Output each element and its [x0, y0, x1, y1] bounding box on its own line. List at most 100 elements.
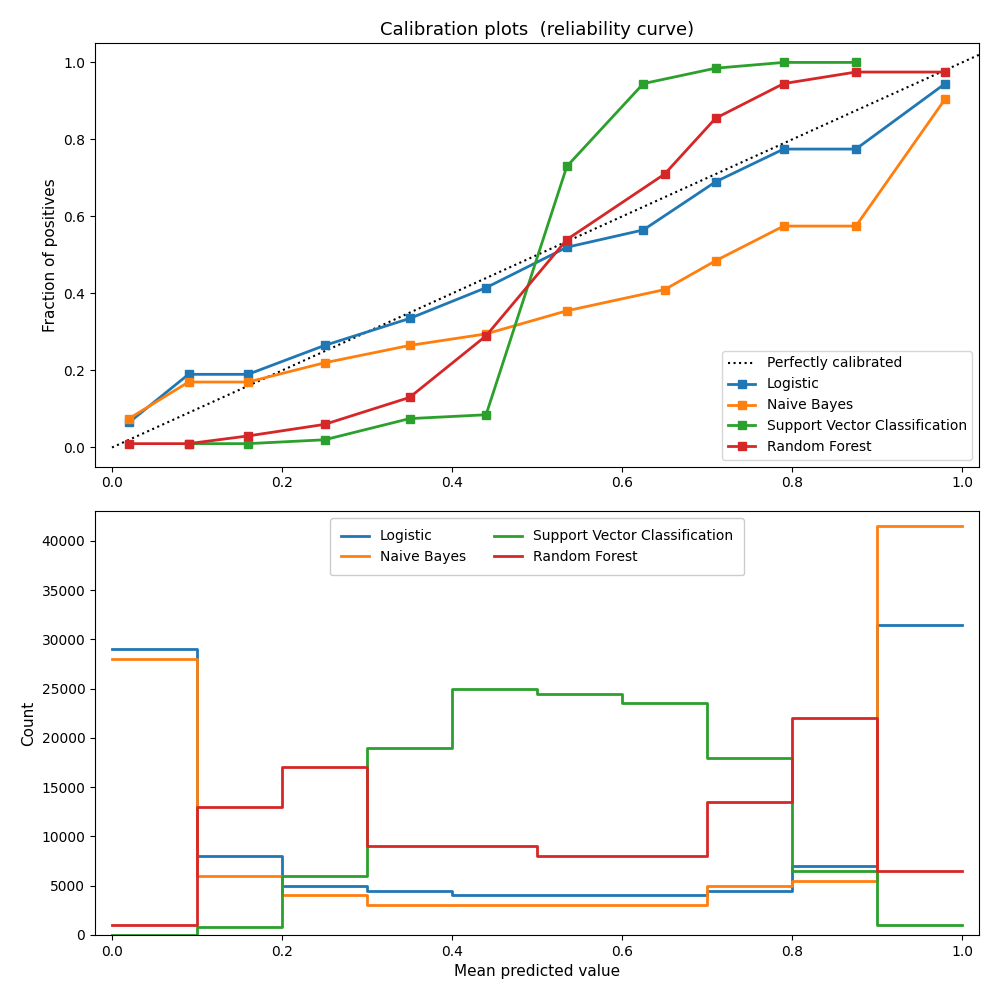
- Support Vector Classification: [446, 742, 458, 754]
- Support Vector Classification: [361, 742, 373, 754]
- Logistic: [183, 368, 195, 380]
- Random Forest: [616, 850, 628, 862]
- Logistic: [616, 889, 628, 901]
- Line: Naive Bayes: Naive Bayes: [112, 526, 962, 905]
- Support Vector Classification: [710, 62, 722, 74]
- Support Vector Classification: [242, 438, 254, 450]
- Logistic: [778, 143, 790, 155]
- Random Forest: [561, 234, 573, 246]
- Support Vector Classification: [956, 919, 968, 931]
- Random Forest: [191, 801, 203, 813]
- Support Vector Classification: [531, 688, 543, 700]
- Support Vector Classification: [701, 697, 713, 709]
- Support Vector Classification: [191, 921, 203, 933]
- Support Vector Classification: [276, 870, 288, 882]
- Logistic: [786, 885, 798, 897]
- Logistic: [319, 339, 331, 351]
- Y-axis label: Count: Count: [21, 700, 36, 746]
- Logistic: [531, 889, 543, 901]
- Support Vector Classification: [778, 56, 790, 68]
- Naive Bayes: [123, 413, 135, 425]
- X-axis label: Mean predicted value: Mean predicted value: [454, 964, 620, 979]
- Naive Bayes: [276, 870, 288, 882]
- Line: Logistic: Logistic: [125, 79, 949, 427]
- Support Vector Classification: [616, 688, 628, 700]
- Random Forest: [106, 919, 118, 931]
- Line: Random Forest: Random Forest: [125, 68, 949, 448]
- Support Vector Classification: [616, 697, 628, 709]
- Random Forest: [956, 865, 968, 877]
- Random Forest: [871, 712, 883, 724]
- Support Vector Classification: [404, 413, 416, 425]
- Support Vector Classification: [480, 409, 492, 421]
- Random Forest: [871, 865, 883, 877]
- Logistic: [242, 368, 254, 380]
- Random Forest: [123, 438, 135, 450]
- Legend: Logistic, Naive Bayes, Support Vector Classification, Random Forest: Logistic, Naive Bayes, Support Vector Cl…: [330, 518, 744, 575]
- Naive Bayes: [786, 875, 798, 887]
- Logistic: [276, 880, 288, 892]
- Random Forest: [446, 840, 458, 852]
- Naive Bayes: [191, 653, 203, 665]
- Naive Bayes: [616, 899, 628, 911]
- Random Forest: [659, 168, 671, 180]
- Line: Random Forest: Random Forest: [112, 718, 962, 925]
- Naive Bayes: [106, 653, 118, 665]
- Logistic: [850, 143, 862, 155]
- Logistic: [191, 850, 203, 862]
- Logistic: [480, 282, 492, 294]
- Logistic: [701, 885, 713, 897]
- Random Forest: [361, 761, 373, 773]
- Support Vector Classification: [319, 434, 331, 446]
- Support Vector Classification: [871, 865, 883, 877]
- Naive Bayes: [939, 93, 951, 105]
- Naive Bayes: [276, 889, 288, 901]
- Random Forest: [361, 840, 373, 852]
- Naive Bayes: [446, 899, 458, 911]
- Naive Bayes: [191, 870, 203, 882]
- Support Vector Classification: [191, 929, 203, 941]
- Naive Bayes: [659, 284, 671, 296]
- Random Forest: [480, 330, 492, 342]
- Support Vector Classification: [850, 56, 862, 68]
- Support Vector Classification: [361, 870, 373, 882]
- Naive Bayes: [701, 899, 713, 911]
- Random Forest: [850, 66, 862, 78]
- Random Forest: [242, 430, 254, 442]
- Logistic: [446, 889, 458, 901]
- Logistic: [701, 889, 713, 901]
- Support Vector Classification: [446, 683, 458, 695]
- Naive Bayes: [850, 220, 862, 232]
- Logistic: [871, 619, 883, 631]
- Naive Bayes: [778, 220, 790, 232]
- Random Forest: [786, 712, 798, 724]
- Logistic: [710, 176, 722, 188]
- Random Forest: [531, 850, 543, 862]
- Naive Bayes: [361, 889, 373, 901]
- Support Vector Classification: [561, 160, 573, 172]
- Logistic: [361, 885, 373, 897]
- Support Vector Classification: [871, 919, 883, 931]
- Title: Calibration plots  (reliability curve): Calibration plots (reliability curve): [380, 21, 694, 39]
- Naive Bayes: [531, 899, 543, 911]
- Logistic: [446, 885, 458, 897]
- Logistic: [561, 241, 573, 253]
- Logistic: [956, 619, 968, 631]
- Naive Bayes: [710, 255, 722, 267]
- Random Forest: [404, 391, 416, 403]
- Naive Bayes: [871, 520, 883, 532]
- Support Vector Classification: [531, 683, 543, 695]
- Support Vector Classification: [183, 438, 195, 450]
- Random Forest: [701, 850, 713, 862]
- Logistic: [106, 643, 118, 655]
- Line: Logistic: Logistic: [112, 625, 962, 895]
- Naive Bayes: [319, 357, 331, 369]
- Naive Bayes: [871, 875, 883, 887]
- Logistic: [637, 224, 649, 236]
- Logistic: [123, 416, 135, 428]
- Y-axis label: Fraction of positives: Fraction of positives: [43, 178, 58, 332]
- Naive Bayes: [242, 376, 254, 388]
- Legend: Perfectly calibrated, Logistic, Naive Bayes, Support Vector Classification, Rand: Perfectly calibrated, Logistic, Naive Ba…: [722, 351, 972, 460]
- Naive Bayes: [561, 305, 573, 317]
- Random Forest: [191, 919, 203, 931]
